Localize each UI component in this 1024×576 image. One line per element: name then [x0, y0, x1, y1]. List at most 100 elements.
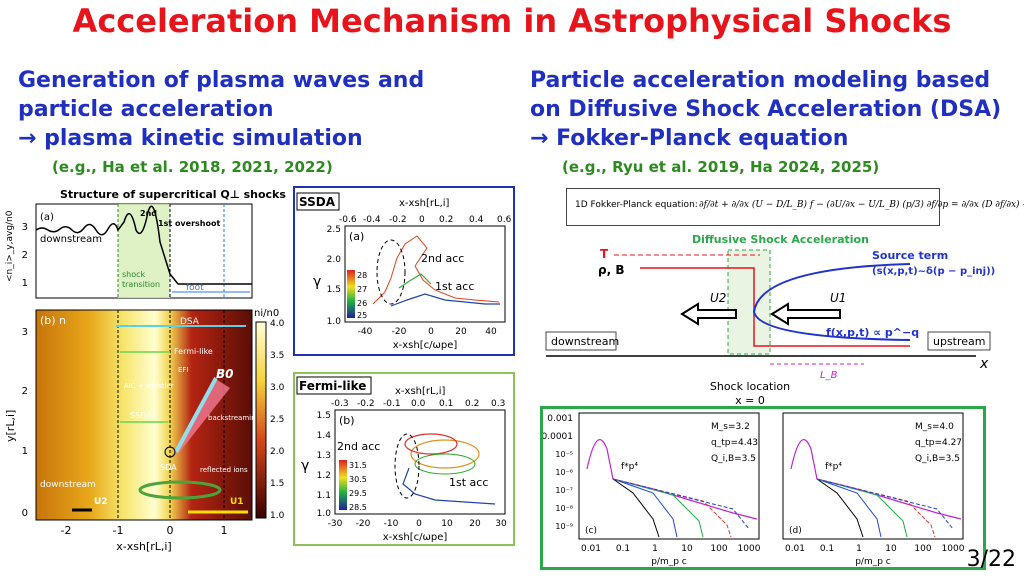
fermi-tag: Fermi-like: [299, 379, 366, 393]
efi-label: EFI: [178, 366, 189, 374]
right-heading-line3: → Fokker-Planck equation: [530, 126, 849, 151]
fermi-xtick-5: 20: [469, 519, 481, 529]
sda-symbol: [164, 446, 176, 458]
fermi-top-axis: x-xsh[rL,i]: [395, 386, 446, 397]
fermi-colorbar: [339, 460, 347, 510]
ytick-a-1: 1: [22, 278, 28, 289]
ytick-a-3: 3: [22, 222, 28, 233]
ssda-cbar-3: 25: [357, 311, 367, 320]
ytick-b-3: 3: [22, 327, 28, 338]
fermi-top-tick-2: -0.1: [383, 399, 401, 409]
c-xtick-2: 1: [652, 544, 658, 554]
overshoot-1st: 1st overshoot: [158, 219, 220, 228]
c-ytick-5: 10⁻⁸: [555, 504, 573, 513]
fermi-ytick-5: 1.0: [317, 509, 332, 519]
fermi-ytick-2: 1.3: [317, 451, 331, 461]
spectrum-d: f*p⁴ M_s=4.0 q_tp=4.27 Q_i,B=3.5 (d) 0.0…: [782, 412, 965, 567]
downstream-a-label: downstream: [40, 234, 102, 245]
xtick-m2: -2: [61, 524, 72, 537]
ssda-tag: SSDA: [299, 195, 336, 209]
ytick-b-2: 2: [22, 386, 28, 397]
u1-flow-arrow: [770, 302, 841, 326]
d-fp4: f*p⁴: [825, 462, 842, 472]
b0-arrow: [174, 377, 218, 453]
u2-flow-arrow: [680, 302, 737, 326]
slide-title: Acceleration Mechanism in Astrophysical …: [72, 2, 952, 40]
c-xtick-5: 1000: [738, 544, 761, 554]
colorbar: [255, 321, 267, 519]
ssda-top-tick-5: 0.4: [469, 215, 484, 225]
xtick-m1: -1: [113, 524, 124, 537]
c-ytick-4: 10⁻⁷: [555, 486, 573, 495]
aic-label: AIC + whistler: [124, 382, 174, 390]
c-fp4: f*p⁴: [621, 462, 638, 472]
ssda-ytick-1: 2.0: [327, 255, 342, 265]
page-number: 3/22: [966, 547, 1016, 572]
left-heading-line2: particle acceleration: [18, 97, 274, 122]
ssda-panel-label: (a): [349, 230, 364, 243]
dsa-diagram: Diffusive Shock Acceleration T ρ, B Sour…: [545, 233, 995, 407]
d-label: (d): [789, 526, 802, 536]
ssda-cbar-0: 28: [357, 271, 367, 280]
c-ytick-3: 10⁻⁶: [555, 468, 573, 477]
fig-title: Structure of supercritical Q⊥ shocks: [60, 188, 286, 201]
shock-location: Shock location: [710, 380, 790, 393]
distribution-curve: [752, 263, 911, 341]
cbar-tick-6: 1.0: [270, 511, 285, 521]
fermi-xtick-6: 30: [495, 519, 507, 529]
fermi-2nd-acc: 2nd acc: [337, 440, 380, 453]
c-ytick-0: 0.001: [547, 414, 573, 424]
b0-label: B0: [216, 367, 234, 381]
cbar-tick-4: 2.0: [270, 447, 285, 457]
fermi-ytick-4: 1.1: [317, 491, 331, 501]
ssda-xtick-3: 20: [455, 327, 467, 337]
u1-flow-label: U1: [830, 291, 846, 305]
overshoot-2nd: 2nd: [140, 209, 157, 218]
cbar-tick-1: 3.5: [270, 351, 284, 361]
ssda-top-tick-3: 0: [419, 215, 425, 225]
fp-equation: ∂f/∂t + ∂/∂x (U − D/L_B) f − (∂U/∂x − U/…: [699, 200, 1024, 210]
upstream-label: upstream: [933, 335, 986, 348]
fermi-top-tick-5: 0.2: [465, 399, 479, 409]
downstream-b-label: downstream: [40, 480, 96, 490]
d-qib: Q_i,B=3.5: [915, 454, 960, 464]
d-xtick-2: 1: [856, 544, 862, 554]
source-term: Source term: [872, 249, 948, 262]
ylabel-b: y[rL,i]: [4, 410, 17, 442]
fermi-xtick-0: -30: [328, 519, 343, 529]
c-label: (c): [585, 526, 597, 536]
ytick-b-1: 1: [22, 446, 28, 457]
u2-flow-label: U2: [710, 291, 726, 305]
downstream-box: [545, 331, 617, 351]
fermi-cbar-1: 30.5: [349, 475, 367, 484]
ssda-ylabel: γ: [313, 274, 321, 290]
d-xtick-0: 0.01: [785, 544, 805, 554]
lb-label: L_B: [820, 370, 838, 381]
c-ytick-6: 10⁻⁹: [555, 522, 573, 531]
f-powerlaw: f(x,p,t) ∝ p^−q: [826, 326, 919, 339]
shock-transition-band: [118, 204, 170, 298]
ssda-top-axis: x-xsh[rL,i]: [399, 198, 450, 209]
cbar-tick-3: 2.5: [270, 415, 284, 425]
fermi-top-tick-3: 0.0: [411, 399, 426, 409]
ssda-top-tick-4: 0.2: [439, 215, 453, 225]
xlabel-b: x-xsh[rL,i]: [116, 540, 171, 553]
ssda-xtick-1: -20: [392, 327, 407, 337]
d-xtick-5: 1000: [942, 544, 965, 554]
dsa-region: [727, 249, 771, 355]
spectra-panel: 0.001 0.0001 10⁻⁵ 10⁻⁶ 10⁻⁷ 10⁻⁸ 10⁻⁹ f*…: [540, 406, 986, 570]
backstreaming-label: backstreaming electrons: [208, 414, 290, 422]
c-xtick-1: 0.1: [616, 544, 630, 554]
fermi-top-tick-4: 0.1: [439, 399, 453, 409]
fermi-panel-label: (b): [339, 414, 355, 427]
fermi-ytick-0: 1.5: [317, 411, 331, 421]
ssda-cbar-1: 27: [357, 285, 367, 294]
electron-beam: [176, 378, 230, 454]
reflected-label: reflected ions: [200, 466, 248, 474]
ssda-ytick-0: 2.5: [327, 225, 341, 235]
fermi-top-tick-0: -0.3: [331, 399, 349, 409]
fermi-ytick-3: 1.2: [317, 471, 331, 481]
cbar-tick-5: 1.5: [270, 479, 284, 489]
right-reference: (e.g., Ryu et al. 2019, Ha 2024, 2025): [562, 158, 880, 176]
dsa-label: DSA: [180, 317, 200, 327]
